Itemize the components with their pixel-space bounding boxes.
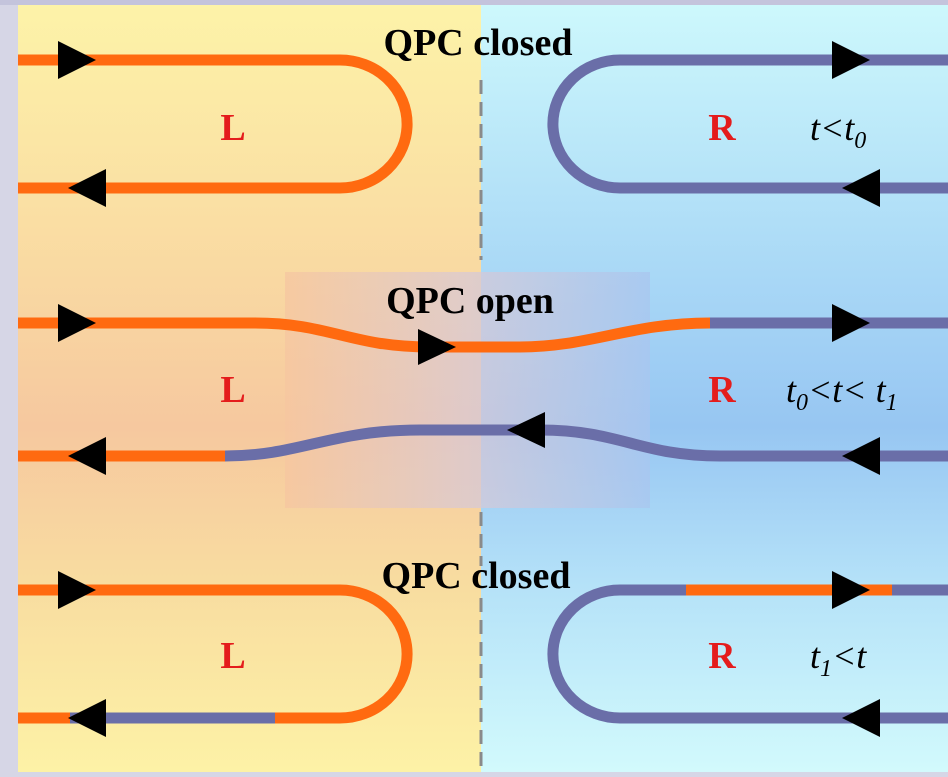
- arrow-left-icon: [842, 169, 880, 207]
- right-region-label: R: [708, 369, 736, 411]
- left-region-label: L: [220, 635, 245, 677]
- right-region-label: R: [708, 635, 736, 677]
- frame-top-strip: [0, 0, 948, 5]
- panel-3: QPC closed L R t1<t: [18, 555, 948, 737]
- time-condition: t<t0: [810, 108, 866, 154]
- left-region-label: L: [220, 107, 245, 149]
- arrow-left-icon: [842, 437, 880, 475]
- arrow-left-icon: [507, 412, 545, 448]
- arrow-left-icon: [842, 699, 880, 737]
- panel-title: QPC open: [386, 280, 554, 322]
- qpc-open-region: [285, 272, 650, 508]
- arrow-right-icon: [832, 304, 870, 342]
- left-region-label: L: [220, 369, 245, 411]
- arrow-left-icon: [68, 437, 106, 475]
- panel-2: QPC open L R t0<t< t1: [18, 280, 948, 475]
- left-edge-loop: [18, 54, 413, 194]
- time-condition: t1<t: [810, 636, 867, 682]
- arrow-left-icon: [68, 699, 106, 737]
- right-region-label: R: [708, 107, 736, 149]
- time-condition: t0<t< t1: [786, 370, 898, 416]
- arrow-left-icon: [68, 169, 106, 207]
- arrow-right-icon: [418, 329, 456, 365]
- upper-edge-orange-segment: [18, 317, 711, 353]
- arrow-right-icon: [58, 571, 96, 609]
- panel-title: QPC closed: [384, 22, 573, 64]
- lower-edge-purple-segment: [224, 424, 948, 462]
- panel-1: QPC closed L R t<t0: [18, 22, 948, 207]
- right-edge-loop: [547, 584, 948, 724]
- panel-title: QPC closed: [382, 555, 571, 597]
- arrow-right-icon: [832, 571, 870, 609]
- arrow-right-icon: [58, 304, 96, 342]
- left-edge-loop: [18, 584, 413, 724]
- arrow-right-icon: [58, 41, 96, 79]
- right-edge-loop: [547, 54, 948, 194]
- arrow-right-icon: [832, 41, 870, 79]
